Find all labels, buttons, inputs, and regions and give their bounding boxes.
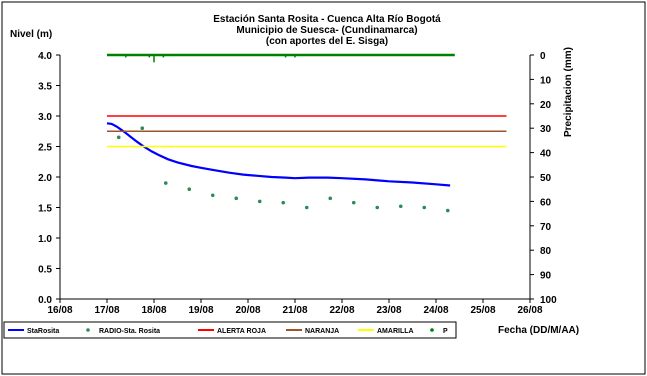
x-tick-label: 26/08	[517, 305, 542, 316]
level-line-series	[106, 122, 451, 187]
radio-data-point	[210, 193, 215, 198]
radio-data-point	[351, 200, 356, 205]
x-tick-label: 21/08	[282, 305, 307, 316]
y-left-tick-label: 1.0	[38, 234, 52, 245]
radio-data-point	[257, 199, 262, 204]
y-left-tick-label: 2.5	[38, 143, 52, 154]
legend-label: StaRosita	[27, 328, 59, 335]
radio-data-point	[422, 205, 427, 210]
title-line-3: (con aportes del E. Sisga)	[266, 36, 388, 47]
y-right-tick-label: 100	[540, 295, 557, 306]
radio-data-point	[398, 204, 403, 209]
legend: StaRosita RADIO-Sta. Rosita ALERTA ROJA NAR…	[3, 321, 457, 339]
radio-data-point	[304, 205, 309, 210]
title-line-2: Municipio de Suesca- (Cundinamarca)	[236, 25, 417, 36]
legend-label: P	[443, 328, 448, 335]
legend-label: ALERTA ROJA	[217, 328, 266, 335]
legend-label: RADIO-Sta. Rosita	[99, 328, 160, 335]
y-axis-right-label: Precipitacion (mm)	[563, 47, 574, 137]
x-axis-label: Fecha (DD/M/AA)	[498, 325, 579, 336]
y-left-tick-label: 3.5	[38, 82, 52, 93]
x-tick-label: 25/08	[470, 305, 495, 316]
radio-data-point	[234, 196, 239, 201]
x-tick-label: 22/08	[329, 305, 354, 316]
y-axis-left-label: Nivel (m)	[10, 29, 52, 40]
x-tick-label: 18/08	[141, 305, 166, 316]
y-left-tick-label: 1.5	[38, 204, 52, 215]
x-tick-label: 24/08	[423, 305, 448, 316]
y-right-tick-label: 50	[540, 173, 552, 184]
legend-swatch	[86, 328, 90, 332]
y-right-tick-label: 60	[540, 197, 552, 208]
y-left-tick-label: 0.0	[38, 295, 52, 306]
radio-data-point	[328, 196, 333, 201]
series-group	[106, 53, 507, 213]
legend-label: NARANJA	[305, 328, 339, 335]
y-left-tick-label: 0.5	[38, 265, 52, 276]
y-right-tick-label: 0	[540, 51, 546, 62]
y-right-tick-label: 30	[540, 124, 552, 135]
x-tick-label: 20/08	[235, 305, 260, 316]
y-left-tick-label: 4.0	[38, 51, 52, 62]
x-axis-ticks: 16/08 17/08 18/08 19/08 20/08 21/08 22/08 23/08…	[47, 299, 543, 316]
y-right-tick-label: 40	[540, 149, 552, 160]
y-axis-right-ticks: 0 10 20 30 40 50 60 70 80 90 100	[530, 51, 557, 306]
legend-label: AMARILLA	[377, 328, 414, 335]
legend-swatch	[430, 328, 434, 332]
y-left-tick-label: 3.0	[38, 112, 52, 123]
radio-data-point	[116, 135, 121, 140]
x-tick-label: 23/08	[376, 305, 401, 316]
y-right-tick-label: 20	[540, 100, 552, 111]
title-line-1: Estación Santa Rosita - Cuenca Alta Río …	[213, 14, 441, 25]
y-right-tick-label: 90	[540, 271, 552, 282]
x-tick-label: 16/08	[47, 305, 72, 316]
x-tick-label: 17/08	[94, 305, 119, 316]
chart-title: Estación Santa Rosita - Cuenca Alta Río …	[213, 14, 441, 47]
y-right-tick-label: 80	[540, 246, 552, 257]
radio-data-point	[281, 200, 286, 205]
radio-data-point	[375, 205, 380, 210]
y-right-tick-label: 70	[540, 222, 552, 233]
y-right-tick-label: 10	[540, 75, 552, 86]
radio-data-point	[163, 181, 168, 185]
legend-box	[3, 321, 457, 339]
radio-data-point	[445, 208, 450, 213]
y-axis-left-ticks: 0.0 0.5 1.0 1.5 2.0 2.5 3.0 3.5 4.0	[38, 51, 60, 306]
x-tick-label: 19/08	[188, 305, 213, 316]
y-left-tick-label: 2.0	[38, 173, 52, 184]
radio-data-point	[140, 126, 145, 130]
radio-data-point	[187, 187, 192, 191]
